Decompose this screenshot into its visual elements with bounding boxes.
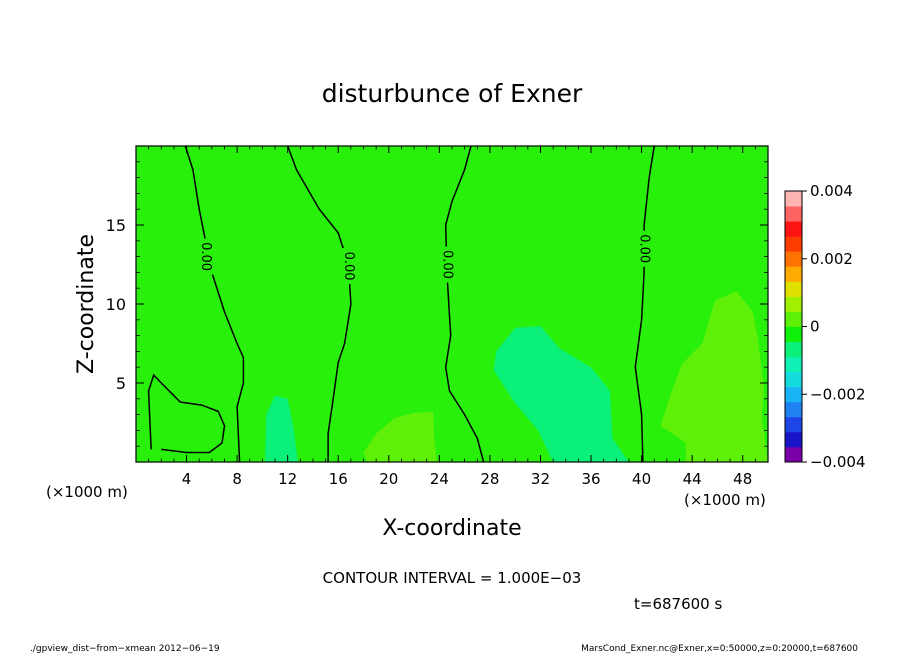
colorbar-swatch bbox=[785, 206, 802, 222]
contour-label-bg-3 bbox=[636, 230, 653, 267]
colorbar-swatch bbox=[785, 266, 802, 282]
colorbar-swatch bbox=[785, 221, 802, 237]
contour-line-0 bbox=[184, 145, 245, 463]
x-tick-label: 16 bbox=[329, 470, 348, 488]
colorbar-tick-label: 0.004 bbox=[810, 182, 853, 200]
colorbar-tick-label: −0.004 bbox=[810, 453, 866, 471]
colorbar-swatch bbox=[785, 431, 802, 448]
colorbar-swatch bbox=[785, 326, 802, 342]
fill-region-0 bbox=[493, 326, 629, 462]
colorbar-swatch bbox=[785, 401, 802, 418]
y-tick-label: 10 bbox=[106, 295, 126, 314]
x-tick-label: 28 bbox=[480, 470, 499, 488]
x-tick-label: 44 bbox=[683, 470, 702, 488]
colorbar-swatch bbox=[785, 371, 802, 388]
contour-label-bg-2 bbox=[438, 246, 455, 283]
colorbar-tick-label: 0.002 bbox=[810, 250, 853, 268]
fill-region-3 bbox=[363, 411, 437, 462]
contour-line-3 bbox=[634, 145, 655, 463]
contour-label-bg-0 bbox=[197, 238, 214, 275]
fill-region-2 bbox=[660, 291, 768, 462]
contour-line-2 bbox=[444, 145, 485, 463]
x-axis-label: X-coordinate bbox=[382, 516, 521, 541]
contour-label-bg-1 bbox=[340, 248, 357, 285]
fill-region-1 bbox=[264, 395, 298, 462]
footer-left-text: ./gpview_dist−from−xmean 2012−06−19 bbox=[30, 644, 220, 654]
colorbar-swatch bbox=[785, 281, 802, 297]
colorbar-swatch bbox=[785, 251, 802, 267]
colorbar-tick-label: −0.002 bbox=[810, 385, 866, 403]
colorbar-ticks: 0.004 0.002 0 −0.002 −0.004 bbox=[802, 182, 866, 471]
x-unit-right: (×1000 m) bbox=[684, 491, 766, 509]
time-text: t=687600 s bbox=[634, 595, 722, 613]
x-tick-label: 12 bbox=[278, 470, 297, 488]
colorbar-swatch bbox=[785, 416, 802, 433]
x-tick-label: 4 bbox=[182, 470, 192, 488]
plot-area: 0.00 0.00 0.000.00 4 8 12 16 20 24 28 32 36 40 44 48 … bbox=[106, 145, 769, 488]
contour-fill-regions bbox=[264, 291, 768, 462]
x-tick-label: 32 bbox=[531, 470, 550, 488]
x-tick-label: 36 bbox=[581, 470, 600, 488]
colorbar-swatch bbox=[785, 296, 802, 312]
y-tick-label: 15 bbox=[106, 216, 126, 235]
x-axis-ticks: 4 8 12 16 20 24 28 32 36 40 44 48 bbox=[148, 146, 756, 488]
y-axis-ticks: 5 10 15 bbox=[106, 161, 768, 447]
contour-line-4 bbox=[147, 373, 226, 454]
contour-label-1: 0.00 bbox=[341, 252, 356, 281]
contour-labels: 0.00 0.00 0.00 0.00 bbox=[197, 230, 653, 285]
y-tick-label: 5 bbox=[116, 374, 126, 393]
colorbar-swatch bbox=[785, 386, 802, 403]
colorbar-swatch bbox=[785, 191, 802, 207]
contour-interval-text: CONTOUR INTERVAL = 1.000E−03 bbox=[323, 569, 582, 587]
colorbar-swatch bbox=[785, 311, 802, 327]
chart-title: disturbunce of Exner bbox=[322, 79, 583, 108]
colorbar-swatch bbox=[785, 341, 802, 358]
contour-line-1 bbox=[286, 145, 352, 462]
x-unit-left: (×1000 m) bbox=[46, 483, 128, 501]
plot-background bbox=[136, 146, 768, 462]
x-tick-label: 24 bbox=[430, 470, 449, 488]
contour-lines bbox=[147, 145, 655, 463]
x-tick-label: 8 bbox=[232, 470, 242, 488]
x-tick-label: 48 bbox=[733, 470, 752, 488]
colorbar bbox=[784, 190, 803, 463]
colorbar-swatch bbox=[785, 446, 802, 463]
colorbar-swatch bbox=[785, 236, 802, 252]
contour-label-2: 0.00 bbox=[439, 250, 454, 279]
colorbar-tick-label: 0 bbox=[810, 318, 820, 336]
colorbar-swatch bbox=[785, 356, 802, 373]
y-axis-label: Z-coordinate bbox=[74, 234, 99, 374]
x-tick-label: 20 bbox=[379, 470, 398, 488]
contour-label-3: 0.00 bbox=[637, 234, 652, 263]
footer-right-text: MarsCond_Exner.nc@Exner,x=0:50000,z=0:20… bbox=[581, 644, 858, 654]
x-tick-label: 40 bbox=[632, 470, 651, 488]
contour-label-0: 0.00 bbox=[198, 242, 213, 271]
